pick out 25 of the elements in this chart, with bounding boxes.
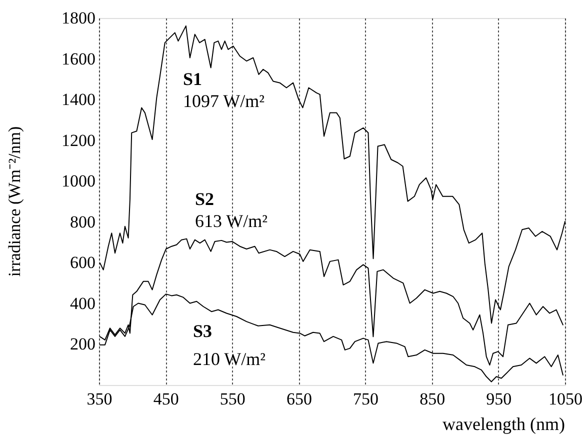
series-label: S1 <box>183 69 202 89</box>
series-label: S2 <box>195 189 214 209</box>
x-tick-label: 450 <box>153 390 179 408</box>
x-axis-title: wavelength (nm) <box>442 414 565 434</box>
x-tick-label: 1050 <box>548 390 582 408</box>
series-label: S3 <box>193 321 212 341</box>
annotation: 1097 W/m² <box>183 91 265 111</box>
y-tick-label: 1600 <box>62 49 96 68</box>
y-tick-label: 1800 <box>62 8 96 28</box>
y-tick-label: 1400 <box>62 90 96 110</box>
y-axis-title: irradiance (Wm⁻²/nm) <box>5 126 24 277</box>
y-tick-label: 800 <box>70 212 96 232</box>
y-tick-label: 1200 <box>62 130 96 150</box>
x-tick-label: 850 <box>420 390 446 408</box>
annotation: 613 W/m² <box>195 211 268 231</box>
y-tick-label: 600 <box>70 253 96 272</box>
y-tick-label: 200 <box>70 334 96 354</box>
x-tick-label: 750 <box>353 390 379 408</box>
x-tick-label: 350 <box>86 390 112 408</box>
x-tick-label: 950 <box>486 390 512 408</box>
x-tick-label: 650 <box>286 390 312 408</box>
annotation: 210 W/m² <box>193 349 266 369</box>
x-tick-label: 550 <box>220 390 246 408</box>
y-tick-label: 400 <box>70 294 96 313</box>
y-tick-label: 1000 <box>62 172 96 191</box>
